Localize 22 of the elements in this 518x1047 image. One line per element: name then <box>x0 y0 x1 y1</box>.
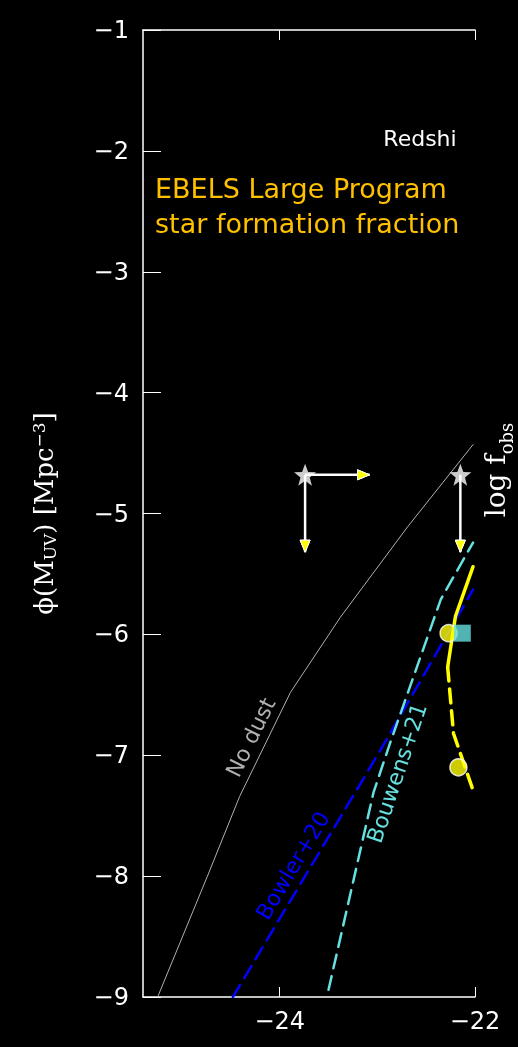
y-tick-label: −7 <box>93 741 129 770</box>
x-tick-label: −22 <box>449 1007 501 1035</box>
y-tick-label: −9 <box>93 983 129 1011</box>
text: star formation fraction <box>155 208 460 239</box>
point <box>449 758 468 777</box>
x-tick-label: −24 <box>254 1007 306 1035</box>
point <box>294 463 317 486</box>
point <box>453 624 471 642</box>
y-tick-label: −1 <box>93 16 129 44</box>
y-tick-label: −5 <box>93 499 129 528</box>
y-tick-label: −6 <box>93 620 129 649</box>
y-tick-label: −2 <box>93 136 129 165</box>
line-series <box>327 541 475 991</box>
annotation: Redshi <box>383 126 457 151</box>
text: No dust <box>220 693 281 781</box>
y-tick-label: −4 <box>93 378 129 407</box>
y-tick-label: −3 <box>93 257 129 286</box>
line-series <box>157 444 474 998</box>
text: EBELS Large Program <box>155 173 447 204</box>
y-tick-label: −8 <box>93 862 129 891</box>
y-axis-title: ϕ(MUV) [Mpc−3] <box>29 412 60 615</box>
point <box>449 463 472 486</box>
